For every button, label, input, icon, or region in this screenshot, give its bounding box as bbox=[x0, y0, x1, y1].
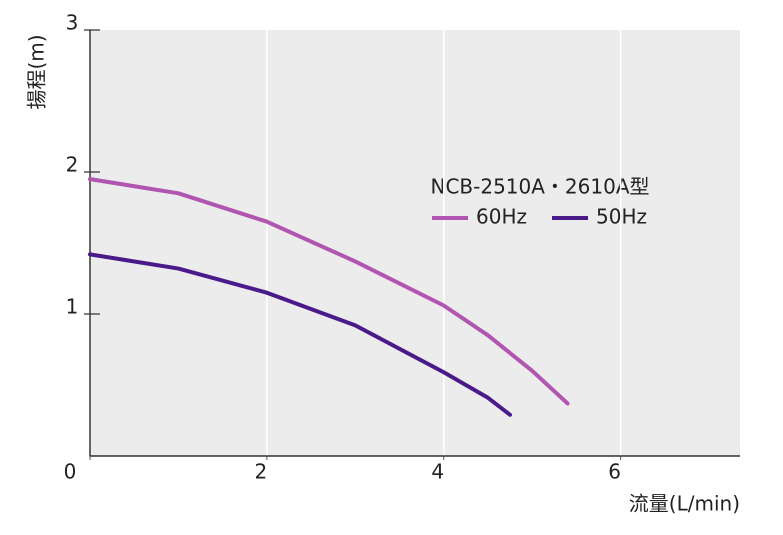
legend-label: 50Hz bbox=[596, 205, 647, 229]
y-tick-label: 2 bbox=[66, 153, 79, 177]
y-tick-label: 1 bbox=[66, 295, 79, 319]
line-series bbox=[88, 252, 513, 417]
y-axis-label: 揚程(m) bbox=[25, 34, 49, 109]
plot-area bbox=[90, 30, 740, 456]
y-tick-label: 3 bbox=[66, 11, 79, 35]
x-axis-label: 流量(L/min) bbox=[629, 492, 740, 516]
legend-label: 60Hz bbox=[476, 205, 527, 229]
line-series bbox=[88, 177, 570, 406]
legend-title: NCB-2510A・2610A型 bbox=[430, 175, 649, 199]
x-tick-label: 6 bbox=[608, 460, 621, 484]
x-tick-label: 0 bbox=[64, 460, 77, 484]
x-tick-label: 2 bbox=[255, 460, 268, 484]
x-tick-label: 4 bbox=[431, 460, 444, 484]
